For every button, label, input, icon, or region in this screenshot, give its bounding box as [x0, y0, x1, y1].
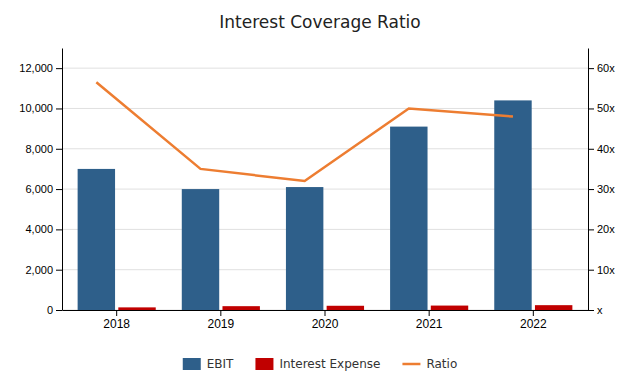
bar — [535, 305, 572, 310]
tick-mark — [56, 189, 62, 190]
tick-label: 4,000 — [25, 223, 53, 235]
legend-swatch — [255, 358, 273, 370]
tick: 20x — [588, 223, 615, 235]
bar-series — [78, 100, 532, 310]
tick-label: x — [597, 304, 603, 316]
tick-label: 10x — [597, 264, 615, 276]
tick-mark — [56, 108, 62, 109]
plot-area: 2018 2019 2020 2021 2022 0 2,000 4,000 6,000 8,00… — [19, 49, 615, 331]
bar — [222, 306, 259, 310]
legend-label: Ratio — [426, 357, 457, 371]
chart: 2018 2019 2020 2021 2022 0 2,000 4,000 6,000 8,00… — [0, 0, 640, 384]
bar — [327, 306, 364, 310]
tick-mark — [325, 310, 326, 316]
tick-mark — [56, 229, 62, 230]
tick-label: 12,000 — [19, 62, 53, 74]
tick: 2020 — [312, 310, 339, 331]
tick-mark — [588, 270, 594, 271]
tick-label: 0 — [47, 304, 53, 316]
grid — [62, 68, 588, 310]
bar-series — [118, 305, 572, 310]
legend-label: Interest Expense — [279, 357, 380, 371]
tick-label: 30x — [597, 183, 615, 195]
tick-label: 60x — [597, 62, 615, 74]
tick-label: 2019 — [207, 317, 234, 331]
tick-mark — [588, 189, 594, 190]
tick: 6,000 — [25, 183, 62, 195]
tick: 10x — [588, 264, 615, 276]
tick-label: 2018 — [103, 317, 130, 331]
tick-label: 2020 — [312, 317, 339, 331]
tick-mark — [116, 310, 117, 316]
tick: 2019 — [207, 310, 234, 331]
bar — [286, 187, 323, 310]
y-axis: 0 2,000 4,000 6,000 8,000 10,000 12,000 — [19, 49, 62, 317]
tick-label: 20x — [597, 223, 615, 235]
legend: EBIT Interest Expense Ratio — [183, 357, 457, 371]
tick: 2021 — [416, 310, 443, 331]
tick-label: 10,000 — [19, 102, 53, 114]
tick: x — [588, 304, 603, 316]
tick-mark — [588, 310, 594, 311]
tick-mark — [588, 149, 594, 150]
tick: 2,000 — [25, 264, 62, 276]
tick-mark — [220, 310, 221, 316]
tick: 40x — [588, 143, 615, 155]
legend-item: Interest Expense — [255, 357, 380, 371]
title: Interest Coverage Ratio — [219, 12, 420, 32]
tick: 2018 — [103, 310, 130, 331]
marks — [78, 82, 573, 310]
tick-label: 2021 — [416, 317, 443, 331]
tick-label: 6,000 — [25, 183, 53, 195]
bar — [182, 189, 219, 310]
tick-mark — [56, 270, 62, 271]
tick-mark — [588, 229, 594, 230]
tick: 10,000 — [19, 102, 62, 114]
tick-mark — [588, 108, 594, 109]
grid-line — [62, 68, 588, 69]
legend-item: Ratio — [402, 357, 457, 371]
tick-label: 2,000 — [25, 264, 53, 276]
line — [96, 82, 513, 181]
tick-label: 8,000 — [25, 143, 53, 155]
legend-swatch — [183, 358, 201, 370]
tick: 8,000 — [25, 143, 62, 155]
bar — [431, 306, 468, 310]
x-axis: 2018 2019 2020 2021 2022 — [63, 310, 589, 331]
tick-label: 40x — [597, 143, 615, 155]
legend-item: EBIT — [183, 357, 234, 371]
tick: 12,000 — [19, 62, 62, 74]
axis-line — [588, 49, 589, 311]
tick-mark — [56, 68, 62, 69]
tick: 60x — [588, 62, 615, 74]
y2-axis: x 10x 20x 30x 40x 50x 60x — [588, 49, 615, 317]
tick-label: 2022 — [520, 317, 547, 331]
tick-mark — [533, 310, 534, 316]
legend-label: EBIT — [207, 357, 234, 371]
tick: 2022 — [520, 310, 547, 331]
tick-mark — [588, 68, 594, 69]
bar — [494, 100, 531, 310]
tick-mark — [56, 149, 62, 150]
tick-mark — [429, 310, 430, 316]
tick: 50x — [588, 102, 615, 114]
bar — [78, 169, 115, 310]
axis-line — [62, 49, 63, 311]
tick-mark — [56, 310, 62, 311]
tick-label: 50x — [597, 102, 615, 114]
bar — [118, 307, 155, 310]
tick: 30x — [588, 183, 615, 195]
tick: 4,000 — [25, 223, 62, 235]
legend-swatch — [402, 363, 420, 366]
tick: 0 — [47, 304, 62, 316]
bar — [390, 127, 427, 310]
